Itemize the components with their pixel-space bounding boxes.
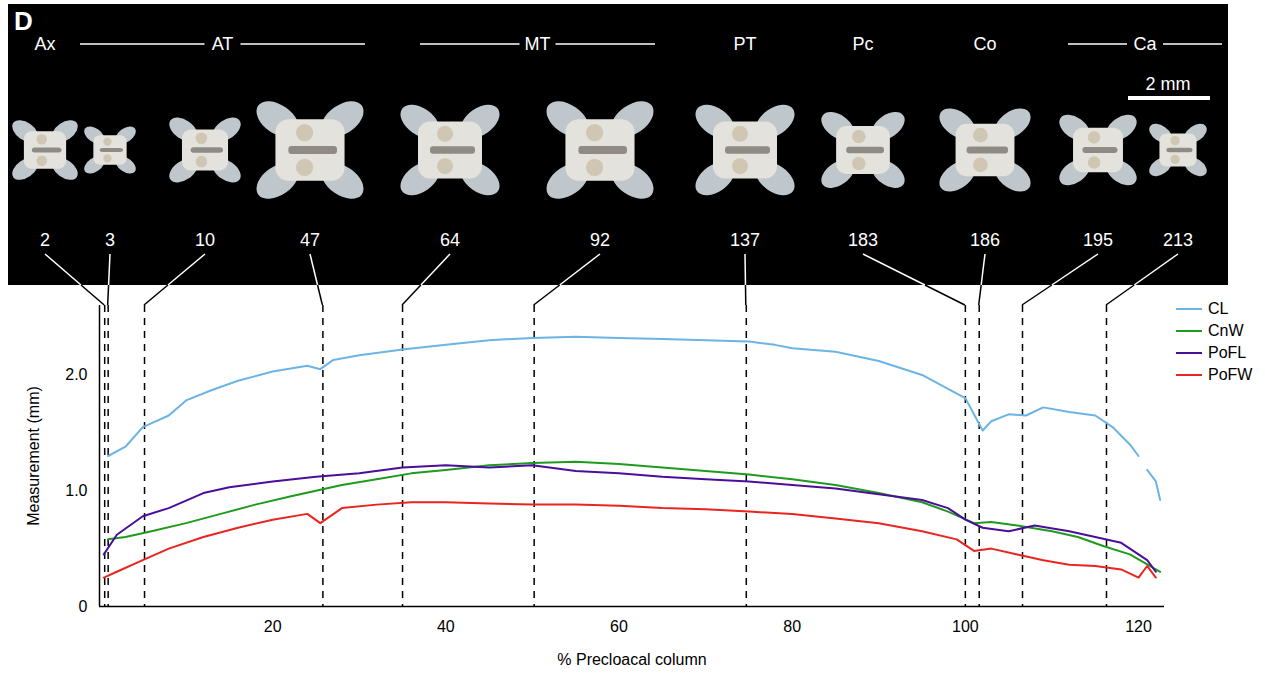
svg-text:MT: MT xyxy=(525,34,551,54)
svg-text:2: 2 xyxy=(40,230,50,250)
svg-text:1.0: 1.0 xyxy=(65,482,87,499)
html-text:CnW: CnW xyxy=(1208,322,1244,339)
svg-text:183: 183 xyxy=(848,230,878,250)
svg-text:47: 47 xyxy=(300,230,320,250)
svg-text:80: 80 xyxy=(783,618,801,635)
svg-text:137: 137 xyxy=(730,230,760,250)
svg-text:2 mm: 2 mm xyxy=(1146,74,1191,94)
svg-text:120: 120 xyxy=(1125,618,1152,635)
html-text:CL: CL xyxy=(1208,300,1229,317)
svg-text:PT: PT xyxy=(733,34,756,54)
svg-text:213: 213 xyxy=(1163,230,1193,250)
svg-text:92: 92 xyxy=(590,230,610,250)
svg-text:60: 60 xyxy=(610,618,628,635)
svg-text:40: 40 xyxy=(437,618,455,635)
html-text:PoFL: PoFL xyxy=(1208,344,1247,361)
svg-text:186: 186 xyxy=(970,230,1000,250)
svg-text:Ca: Ca xyxy=(1133,34,1157,54)
svg-text:2.0: 2.0 xyxy=(65,366,87,383)
svg-text:AT: AT xyxy=(212,34,234,54)
svg-text:64: 64 xyxy=(440,230,460,250)
svg-text:Co: Co xyxy=(973,34,996,54)
svg-text:Ax: Ax xyxy=(34,34,55,54)
svg-text:100: 100 xyxy=(952,618,979,635)
svg-text:20: 20 xyxy=(264,618,282,635)
svg-text:0: 0 xyxy=(79,598,88,615)
html-text:PoFW: PoFW xyxy=(1208,366,1253,383)
svg-text:3: 3 xyxy=(105,230,115,250)
svg-text:Measurement (mm): Measurement (mm) xyxy=(25,386,42,526)
svg-text:195: 195 xyxy=(1083,230,1113,250)
svg-text:D: D xyxy=(14,6,33,36)
svg-text:Pc: Pc xyxy=(852,34,873,54)
svg-text:% Precloacal column: % Precloacal column xyxy=(557,651,706,668)
svg-text:10: 10 xyxy=(195,230,215,250)
